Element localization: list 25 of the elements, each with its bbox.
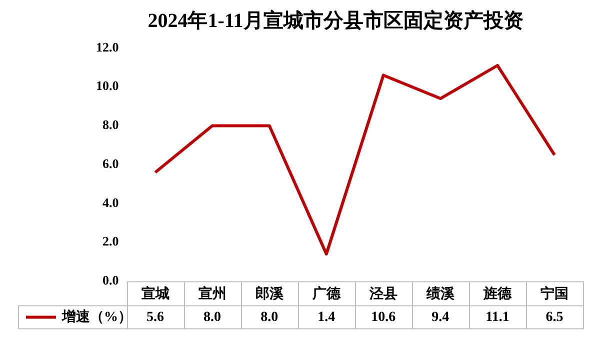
y-tick-label: 0.0: [102, 272, 119, 288]
chart-title: 2024年1-11月宣城市分县市区固定资产投资: [148, 9, 524, 32]
x-tick-label: 泾县: [368, 286, 398, 302]
data-label: 6.5: [546, 310, 564, 325]
y-tick-label: 8.0: [102, 117, 119, 132]
y-tick-label: 6.0: [102, 156, 119, 171]
data-label: 11.1: [486, 310, 510, 325]
x-tick-label: 宣城: [141, 285, 170, 302]
data-label: 5.6: [146, 310, 164, 325]
x-tick-label: 宁国: [540, 285, 568, 302]
data-label: 8.0: [260, 310, 278, 325]
data-label: 1.4: [318, 310, 336, 325]
data-label: 8.0: [204, 310, 222, 325]
data-label: 9.4: [432, 310, 450, 325]
y-tick-label: 10.0: [96, 78, 119, 94]
x-tick-label: 广德: [311, 285, 342, 302]
x-tick-label: 绩溪: [425, 286, 456, 302]
y-tick-label: 2.0: [102, 234, 119, 249]
x-tick-label: 郎溪: [255, 285, 284, 302]
legend-label: 增速（%）: [61, 308, 132, 325]
y-tick-label: 12.0: [96, 39, 119, 54]
data-label: 10.6: [371, 310, 396, 325]
x-tick-label: 旌德: [482, 286, 512, 302]
x-tick-label: 宣州: [198, 285, 226, 302]
y-tick-label: 4.0: [102, 194, 119, 210]
